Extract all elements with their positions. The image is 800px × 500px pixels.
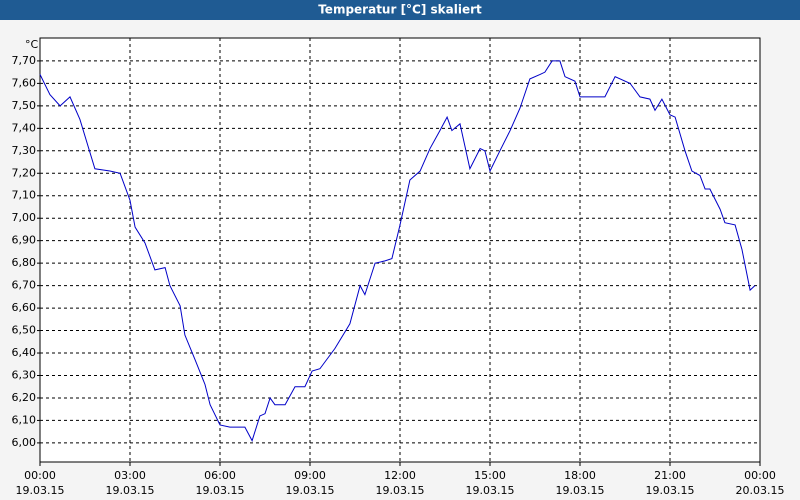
x-tick-label: 21:00 [654,469,686,482]
x-tick-date: 19.03.15 [466,484,515,497]
y-tick-label: 6,70 [12,279,37,292]
y-tick-label: 7,30 [12,144,37,157]
y-tick-label: 6,40 [12,346,37,359]
x-tick-label: 18:00 [564,469,596,482]
y-tick-label: 7,70 [12,54,37,67]
y-tick-label: 6,60 [12,301,37,314]
x-tick-label: 09:00 [294,469,326,482]
x-tick-date: 19.03.15 [376,484,425,497]
x-tick-date: 19.03.15 [646,484,695,497]
chart-title: Temperatur [°C] skaliert [318,3,482,17]
data-line [39,60,756,442]
y-tick-label: 7,60 [12,76,37,89]
x-tick-date: 19.03.15 [556,484,605,497]
y-tick-label: 6,90 [12,234,37,247]
y-axis-label: °C [25,38,39,51]
x-tick-date: 19.03.15 [196,484,245,497]
y-tick-label: 6,10 [12,413,37,426]
x-tick-label: 00:00 [744,469,776,482]
x-tick-label: 06:00 [204,469,236,482]
y-tick-label: 7,50 [12,99,37,112]
y-tick-label: 6,30 [12,368,37,381]
y-tick-label: 6,20 [12,391,37,404]
x-tick-label: 15:00 [474,469,506,482]
y-tick-label: 7,10 [12,189,37,202]
x-tick-date: 19.03.15 [16,484,65,497]
y-tick-label: 6,50 [12,324,37,337]
y-tick-label: 7,40 [12,121,37,134]
x-tick-date: 19.03.15 [286,484,335,497]
x-tick-label: 00:00 [24,469,56,482]
title-bar [0,0,800,20]
x-tick-label: 12:00 [384,469,416,482]
y-tick-label: 7,20 [12,166,37,179]
y-tick-label: 6,80 [12,256,37,269]
x-tick-label: 03:00 [114,469,146,482]
y-tick-label: 6,00 [12,436,37,449]
x-tick-date: 20.03.15 [736,484,785,497]
y-tick-label: 7,00 [12,211,37,224]
x-tick-date: 19.03.15 [106,484,155,497]
